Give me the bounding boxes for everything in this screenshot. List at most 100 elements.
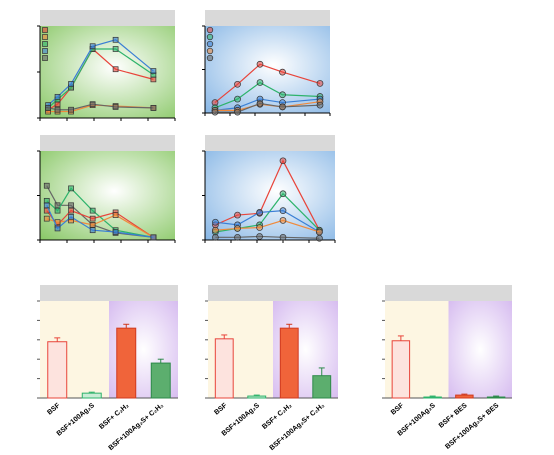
plot-background	[205, 26, 330, 113]
point	[256, 60, 264, 68]
x-tick-label: BSF	[390, 402, 406, 417]
x-tick-label: BSF	[213, 402, 229, 417]
point	[256, 233, 263, 240]
point	[54, 93, 61, 100]
point	[89, 43, 96, 50]
point	[43, 182, 50, 189]
point	[112, 104, 119, 110]
panel-header	[385, 285, 512, 301]
point	[256, 100, 264, 107]
legend-marker	[42, 48, 48, 54]
x-tick-label: BSF+100Ag₂S+ BES	[444, 402, 500, 451]
bar	[47, 341, 68, 399]
point	[54, 106, 61, 113]
point	[89, 207, 96, 214]
point	[211, 108, 219, 116]
bar	[214, 338, 234, 399]
bar	[391, 340, 411, 399]
point	[112, 36, 119, 43]
point	[212, 218, 219, 226]
point	[256, 209, 263, 216]
point	[150, 105, 157, 111]
point	[279, 217, 287, 224]
point	[68, 214, 74, 220]
point	[234, 108, 241, 116]
point	[112, 66, 119, 73]
point	[68, 202, 74, 209]
point	[316, 101, 324, 109]
point	[234, 233, 241, 241]
bar	[247, 395, 267, 399]
legend-marker	[206, 26, 214, 34]
point	[112, 46, 119, 52]
legend-marker	[206, 54, 214, 62]
series-line	[46, 205, 154, 238]
panel-header	[205, 10, 330, 26]
point	[150, 68, 157, 74]
point	[212, 226, 219, 234]
point	[54, 225, 61, 232]
point	[316, 234, 323, 242]
point	[89, 215, 96, 222]
point	[43, 215, 50, 222]
point	[68, 207, 74, 214]
panel-header	[208, 285, 338, 301]
point	[150, 234, 157, 241]
legend-marker	[206, 47, 214, 55]
plot-background	[205, 151, 335, 240]
point	[279, 207, 287, 214]
x-tick-label: BSF+100Ag₂S	[56, 402, 97, 438]
point	[234, 211, 241, 219]
point	[279, 68, 286, 76]
bar	[150, 362, 171, 399]
point	[279, 157, 287, 165]
point	[234, 225, 241, 232]
point	[68, 81, 74, 87]
point	[234, 95, 241, 103]
point	[279, 91, 286, 99]
plot-background	[40, 151, 175, 240]
panel-header	[40, 10, 175, 26]
bar	[81, 392, 102, 399]
legend-marker	[42, 55, 48, 61]
point	[279, 190, 287, 198]
panel-header	[205, 135, 335, 151]
legend-marker	[42, 41, 48, 47]
point	[89, 101, 96, 108]
point	[256, 224, 263, 231]
point	[212, 233, 219, 241]
bar	[279, 327, 299, 399]
point	[279, 233, 287, 241]
bar	[486, 396, 506, 399]
point	[256, 79, 264, 86]
legend-marker	[206, 40, 214, 48]
point	[112, 229, 119, 235]
bar	[423, 396, 442, 399]
point	[89, 227, 96, 234]
panel-header	[40, 285, 178, 301]
point	[234, 80, 241, 88]
point	[89, 222, 96, 228]
point	[68, 185, 74, 192]
legend-marker	[42, 34, 48, 40]
legend-marker	[42, 27, 48, 33]
point	[279, 103, 286, 111]
background-right	[448, 301, 512, 398]
x-tick-label: BSF+ BES	[438, 402, 469, 430]
point	[68, 106, 74, 113]
panel-header	[40, 135, 175, 151]
bar	[312, 375, 332, 399]
point	[54, 207, 61, 214]
point	[112, 212, 119, 218]
x-tick-label: BSF+ C₂H₂	[261, 402, 293, 431]
point	[45, 105, 51, 111]
legend-marker	[206, 33, 214, 41]
point	[43, 202, 50, 209]
bar	[455, 394, 474, 399]
x-tick-label: BSF+ C₂H₂	[98, 402, 130, 431]
x-tick-label: BSF	[46, 402, 62, 417]
point	[316, 228, 323, 236]
point	[316, 80, 324, 87]
x-tick-label: BSF+100Ag₂S+ C₂H₂	[268, 402, 326, 452]
